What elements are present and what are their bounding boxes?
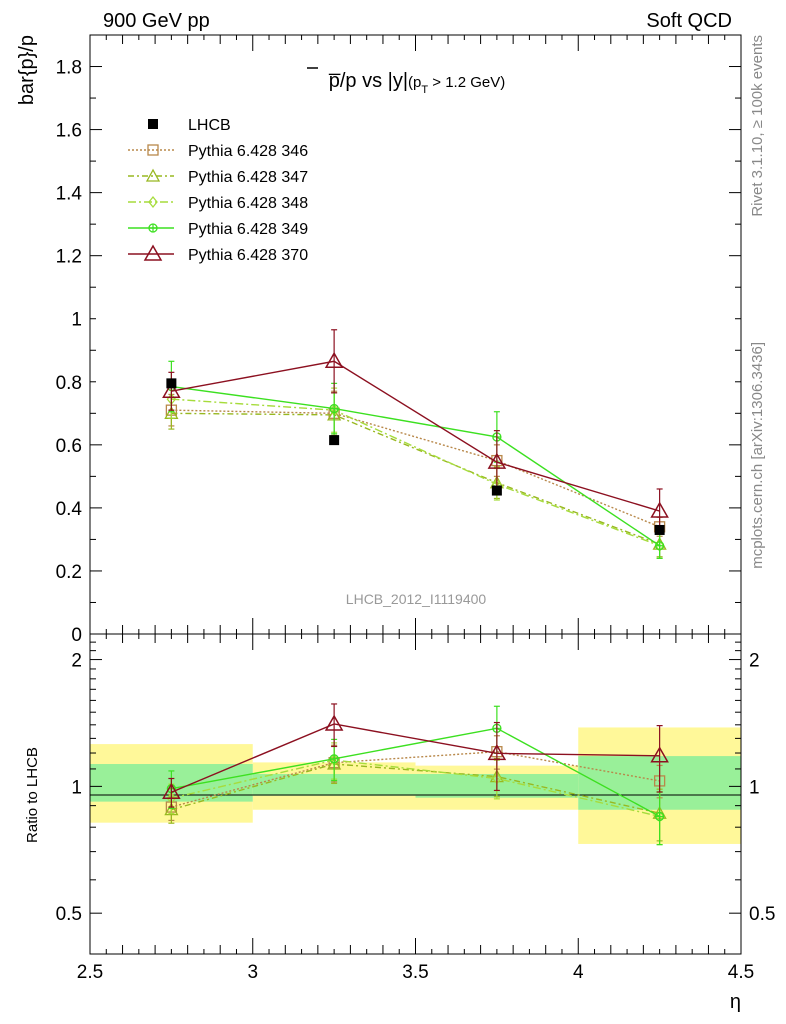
x-tick-label: 3.5: [402, 962, 428, 983]
point-p370: [324, 351, 344, 369]
ratio-tick-label-right: 1: [749, 777, 760, 798]
watermark: LHCB_2012_I1119400: [346, 591, 487, 607]
ratio-y-axis: 0.5 0.5 1 1 2 2: [56, 641, 775, 955]
y-tick-label: 0.2: [56, 562, 82, 583]
legend-marker-p347: [145, 168, 161, 182]
ratio-tick-label-right: 2: [749, 651, 760, 672]
point-p370: [162, 381, 181, 398]
series-line-p349: [171, 385, 661, 547]
y-tick-label: 0.6: [56, 436, 82, 457]
ratio-point-p370: [162, 782, 181, 799]
y-tick-label: 0: [71, 625, 82, 646]
chart-title: p̅/p vs |y|(pT > 1.2 GeV): [329, 70, 506, 96]
legend-label-data: LHCB: [188, 117, 231, 134]
series-line-p370: [171, 360, 660, 512]
chart-title-sub-open: (p: [408, 74, 421, 91]
header-left-label: 900 GeV pp: [103, 10, 210, 32]
y-tick-label: 1: [71, 310, 82, 331]
ratio-point-p349-cross: [655, 812, 664, 821]
data-point: [491, 485, 502, 496]
y-tick-label: 0.8: [56, 373, 82, 394]
legend-label-p348: Pythia 6.428 348: [188, 195, 308, 212]
chart-title-main: p̅/p vs |y|: [329, 70, 408, 92]
ratio-tick-label-right: 0.5: [749, 904, 775, 925]
legend-label-p370: Pythia 6.428 370: [188, 247, 308, 264]
ratio-tick-label: 2: [71, 651, 82, 672]
legend-marker-data: [148, 119, 158, 129]
legend-marker-p348: [148, 195, 158, 209]
point-p349-cross: [330, 404, 339, 413]
x-tick-label: 2.5: [77, 962, 103, 983]
y-tick-label: 1.4: [56, 184, 83, 205]
legend-label-p349: Pythia 6.428 349: [188, 221, 308, 238]
ratio-panel: 0.5 0.5 1 1 2 2 2.5 3 3.5 4 4.5 Ratio to LHCB η: [24, 35, 775, 1013]
ratio-point-p347: [164, 802, 179, 816]
legend-label-p347: Pythia 6.428 347: [188, 169, 308, 186]
x-tick-label: 3: [247, 962, 258, 983]
y-tick-label: 1.8: [56, 58, 82, 79]
ratio-frame: [89, 633, 742, 955]
x-tick-label: 4.5: [728, 962, 754, 983]
rivet-version-label: Rivet 3.1.10, ≥ 100k events: [749, 35, 766, 217]
main-series: [162, 329, 669, 559]
chart-title-sub-close: > 1.2 GeV): [428, 74, 505, 91]
header-right-label: Soft QCD: [646, 10, 732, 32]
data-point: [166, 378, 177, 389]
ratio-series: [162, 703, 669, 846]
ratio-line-p346: [171, 750, 660, 808]
chart-title-sub-t: T: [421, 84, 428, 96]
ratio-point-p349-cross: [330, 754, 339, 763]
ratio-tick-label: 0.5: [56, 904, 82, 925]
series-line-p346: [171, 409, 660, 528]
legend-label-p346: Pythia 6.428 346: [188, 143, 308, 160]
main-panel: 0 0.2 0.4 0.6 0.8 1 1.2 1.4 1.6 1.8 bar{p}/p p̅/p…: [16, 34, 742, 646]
ratio-point-p370: [324, 714, 344, 731]
x-axis-label: η: [730, 991, 741, 1013]
ratio-y-axis-label: Ratio to LHCB: [24, 747, 41, 843]
y-tick-label: 1.2: [56, 247, 82, 268]
point-p349-cross: [655, 541, 664, 550]
ratio-line-p348: [171, 759, 660, 818]
y-tick-label: 0.4: [56, 499, 83, 520]
ratio-point-p370: [487, 743, 507, 761]
point-p370: [650, 501, 669, 518]
data-point: [329, 435, 340, 446]
y-tick-label: 1.6: [56, 121, 82, 142]
legend: LHCB Pythia 6.428 346 Pythia 6.428 347 Pyth…: [128, 117, 308, 264]
series-line-p347: [171, 412, 660, 545]
x-tick-label: 4: [573, 962, 584, 983]
x-axis: 2.5 3 3.5 4 4.5: [77, 35, 754, 983]
ratio-line-p370: [171, 723, 660, 793]
ratio-point-p370: [650, 746, 669, 763]
main-y-axis-label: bar{p}/p: [16, 35, 38, 105]
legend-marker-p370: [143, 244, 163, 261]
data-point: [654, 524, 665, 535]
legend-marker-p349-cross: [149, 224, 157, 232]
mcplots-label: mcplots.cern.ch [arXiv:1306.3436]: [749, 342, 766, 569]
ratio-band-1sigma: [252, 773, 416, 796]
main-y-axis: 0 0.2 0.4 0.6 0.8 1 1.2 1.4 1.6 1.8: [56, 58, 741, 646]
series-line-p348: [171, 398, 660, 547]
legend-marker-p346: [147, 144, 159, 156]
ratio-line-p349: [171, 727, 660, 818]
ratio-tick-label: 1: [71, 777, 82, 798]
point-p370: [487, 452, 507, 469]
ratio-line-p347: [171, 763, 660, 814]
